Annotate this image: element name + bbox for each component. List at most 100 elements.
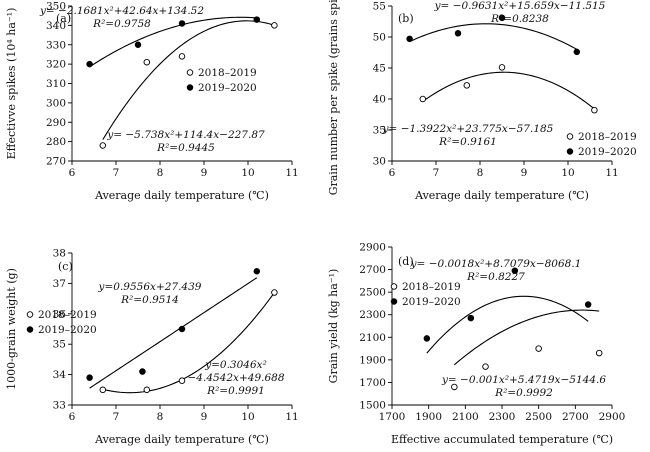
legend-marker (566, 148, 574, 155)
y-tick-label: 1700 (359, 377, 386, 389)
legend-label: 2019–2020 (198, 82, 257, 94)
y-tick-label: 330 (46, 39, 66, 51)
legend-marker (186, 84, 194, 91)
x-tick-label: 6 (389, 167, 396, 179)
y-tick-label: 310 (46, 78, 66, 90)
x-tick-label: 10 (241, 167, 254, 179)
data-point-2018-2019 (591, 106, 598, 114)
legend: 2018–2019 2019–2020 (390, 281, 461, 308)
y-tick-label: 30 (373, 156, 386, 168)
data-point-2019-2020 (139, 368, 146, 375)
x-tick-label: 8 (157, 411, 164, 423)
x-tick-label: 6 (69, 167, 76, 179)
data-point-2019-2020 (134, 41, 142, 49)
x-tick-label: 2300 (489, 411, 516, 423)
legend-label: 2018–2019 (578, 131, 637, 143)
y-tick-label: 320 (46, 59, 66, 71)
data-point-2018-2019 (595, 349, 603, 357)
y-tick-label: 270 (46, 156, 66, 168)
chart-panel-c: 6 7 8 9 10 11 33 34 35 36 37 38 Average daily temper… (5, 248, 299, 447)
y-tick-label: 35 (373, 125, 386, 137)
x-axis-label: Average daily temperature (℃) (414, 189, 589, 202)
fit-curve-2018-2019 (102, 20, 275, 140)
y-tick-label: 280 (46, 136, 66, 148)
fit-equation: R²=0.9758 (92, 18, 151, 30)
y-tick-label: 45 (373, 63, 386, 75)
y-tick-label: 33 (53, 400, 66, 412)
y-tick-label: 50 (373, 32, 386, 44)
x-tick-label: 11 (285, 411, 298, 423)
y-axis-label: Effectivve spikes (10⁴ ha⁻¹) (5, 8, 18, 160)
fit-equation: y= −0.9631x²+15.659x−11.515 (434, 0, 606, 12)
y-tick-label: 37 (53, 278, 66, 290)
x-tick-label: 7 (113, 167, 120, 179)
fit-curve-2018-2019 (453, 309, 600, 366)
fit-equation: y= −0.001x²+5.4719x−5144.6 (441, 374, 606, 386)
chart-panel-a: 6 7 8 9 10 11 270 280 290 300 310 320 330 340 350 Avera… (5, 1, 299, 203)
data-point-2018-2019 (271, 289, 278, 296)
x-axis-label: Average daily temperature (℃) (94, 433, 269, 446)
data-point-2018-2019 (99, 386, 107, 394)
data-point-2018-2019 (482, 363, 489, 370)
fit-equation: R²=0.9161 (438, 136, 497, 148)
data-point-2019-2020 (406, 35, 413, 43)
y-tick-label: 1500 (359, 400, 386, 412)
legend: 2018–2019 2019–2020 (566, 131, 637, 158)
fit-curve-2018-2019 (102, 292, 275, 394)
y-axis-label: Grain yield (kg ha⁻¹) (327, 269, 340, 384)
fit-equation: y= −5.738x²+114.4x−227.87 (106, 129, 265, 141)
legend-marker (390, 283, 398, 290)
data-point-2018-2019 (143, 386, 151, 394)
fit-curve-2019-2020 (89, 277, 258, 389)
data-point-2019-2020 (178, 20, 186, 27)
legend-label: 2019–2020 (38, 324, 97, 336)
fit-equation: R²=0.8227 (466, 271, 525, 283)
x-tick-label: 10 (241, 411, 254, 423)
data-point-2019-2020 (511, 267, 519, 274)
legend-marker (566, 133, 574, 140)
x-axis-label: Average daily temperature (℃) (94, 189, 269, 202)
chart-panel-d: 1700 1900 2100 2300 2500 2700 2900150017001900… (327, 242, 625, 447)
data-point-2018-2019 (178, 53, 186, 60)
fit-equation: R²=0.9991 (206, 385, 265, 397)
fit-equation: y= −0.0018x²+8.7079x−8068.1 (410, 258, 582, 270)
legend-marker (26, 311, 34, 318)
y-tick-label: 34 (53, 369, 67, 381)
panel-label: (b) (398, 12, 414, 25)
x-tick-label: 11 (605, 167, 618, 179)
data-point-2019-2020 (573, 48, 581, 56)
data-point-2019-2020 (584, 301, 592, 308)
x-tick-label: 2100 (452, 411, 479, 423)
x-tick-label: 9 (201, 167, 208, 179)
fit-equation: y=0.3046x² (204, 359, 267, 371)
data-point-2018-2019 (498, 64, 506, 71)
chart-panel-b: 6 7 8 9 10 11 30 35 40 45 50 55 Average daily temper… (327, 0, 637, 202)
y-tick-label: 35 (53, 339, 66, 351)
y-tick-label: 2300 (359, 309, 386, 321)
fit-equation: y= −1.3922x²+23.775x−57.185 (382, 123, 554, 135)
legend-marker (186, 69, 194, 76)
fit-curve-2018-2019 (422, 71, 595, 110)
x-tick-label: 9 (201, 411, 208, 423)
y-axis-label: Grain number per spike (grains spike⁻¹) (327, 0, 340, 195)
data-point-2018-2019 (535, 345, 542, 352)
fit-equation: R²=0.8238 (490, 13, 549, 25)
x-tick-label: 6 (69, 411, 76, 423)
data-point-2018-2019 (143, 58, 151, 66)
x-tick-label: 2500 (525, 411, 552, 423)
legend-label: 2019–2020 (578, 146, 637, 158)
x-tick-label: 2900 (599, 411, 626, 423)
y-tick-label: 300 (46, 97, 66, 109)
y-tick-label: 55 (373, 1, 386, 13)
x-tick-label: 2700 (562, 411, 589, 423)
y-tick-label: 2900 (359, 242, 386, 254)
fit-curve-2019-2020 (409, 23, 578, 50)
data-point-2019-2020 (423, 335, 431, 342)
y-tick-label: 2700 (359, 264, 386, 276)
data-point-2018-2019 (271, 22, 278, 29)
x-tick-label: 11 (285, 167, 298, 179)
legend-marker (26, 326, 34, 333)
fit-equation: −4.4542x+49.688 (188, 372, 285, 384)
x-axis-label: Effective accumulated temperature (℃) (391, 433, 613, 446)
x-tick-label: 8 (477, 167, 484, 179)
